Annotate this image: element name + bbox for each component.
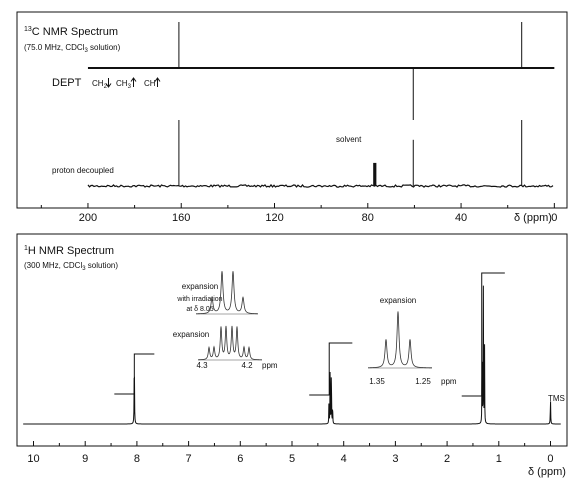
h1-subtitle-post: solution) [86,261,119,270]
dept-legend-ch3: CH3 [116,77,137,90]
dept-legend-ch-text: CH [144,79,156,88]
dept-legend-ch2-sub: 2 [104,84,108,90]
decoupled-baseline [87,183,554,189]
c13-title-sup: 13 [24,26,32,33]
c13-subtitle-pre: (75.0 MHz, CDCl [24,43,85,52]
solvent-annotation: solvent [336,135,362,144]
c13-subtitle: (75.0 MHz, CDCl3 solution) [24,43,121,54]
inset3-unit: ppm [441,377,457,386]
h1-tick-label-3: 3 [392,453,398,465]
h1-subtitle-pre: (300 MHz, CDCl [24,261,82,270]
h1-subtitle-sub: 3 [82,266,86,272]
integral-4.25 [309,342,353,396]
inset3-peaks [368,311,432,369]
inset1-trace [195,271,258,315]
c13-tick-label-40: 40 [455,212,467,224]
h1-tick-label-1: 1 [496,453,502,465]
inset2-tick-left: 4.3 [196,361,208,370]
inset2-unit: ppm [262,361,278,370]
decoupled-label: proton decoupled [52,166,114,175]
c13-tick-label-80: 80 [362,212,374,224]
arrow-up-icon [130,77,137,87]
dept-legend-ch3-sub: 3 [128,84,132,90]
h1-panel: 1H NMR Spectrum (300 MHz, CDCl3 solution… [16,233,568,478]
inset1-label: expansion [182,282,218,291]
tms-label: TMS [548,394,565,403]
h1-tick-label-4: 4 [341,453,347,465]
inset2-label: expansion [173,330,209,339]
c13-tick-label-120: 120 [265,212,283,224]
c13-x-label: δ (ppm) [514,212,552,224]
decoupled-spectrum [87,120,554,189]
h1-tick-label-0: 0 [547,453,553,465]
dept-legend-ch2-text: CH2 [92,79,108,90]
inset2-tick-right: 4.2 [241,361,253,370]
h1-trace [23,285,561,425]
inset1-sublabel-2: at δ 8.05 [186,306,213,313]
dept-legend-ch: CH [144,77,161,88]
inset3-label: expansion [380,296,416,305]
c13-subtitle-sub: 3 [84,48,88,54]
h1-title: 1H NMR Spectrum [24,245,114,257]
h1-tick-label-6: 6 [237,453,243,465]
h1-tick-label-2: 2 [444,453,450,465]
h1-tick-label-8: 8 [134,453,140,465]
h1-subtitle: (300 MHz, CDCl3 solution) [24,261,118,272]
dept-legend-ch3-text: CH3 [116,79,132,90]
h1-tick-label-9: 9 [82,453,88,465]
c13-tick-label-0: 0 [551,212,557,224]
h1-tick-label-7: 7 [186,453,192,465]
c13-tick-label-160: 160 [172,212,190,224]
h1-x-axis: 10 9 8 7 6 5 4 3 2 1 0 [20,441,566,465]
dept-legend-ch3-main: CH [116,79,128,88]
dept-label: DEPT [52,77,82,89]
h1-tick-label-10: 10 [27,453,39,465]
c13-title: 13C NMR Spectrum [24,26,118,38]
integral-1.30 [461,272,505,397]
c13-title-text: C NMR Spectrum [32,26,118,38]
inset1-peaks [195,271,258,315]
dept-legend-ch2: CH2 [92,78,112,90]
h1-title-sup: 1 [24,245,28,252]
inset3-tick-right: 1.25 [415,377,431,386]
c13-x-axis: 200 160 120 80 40 0 [30,203,557,224]
inset2-peaks [198,325,263,361]
inset1-sublabel-1: with irradiation [176,296,222,303]
inset3-tick-left: 1.35 [369,377,385,386]
arrow-up-icon [154,77,161,87]
dept-legend-ch2-main: CH [92,79,104,88]
integral-8.05 [114,353,155,395]
c13-frame [16,11,568,209]
dept-spectrum [87,22,555,120]
h1-x-label: δ (ppm) [528,466,566,478]
h1-tick-label-5: 5 [289,453,295,465]
c13-subtitle-post: solution) [88,43,121,52]
h1-spectrum [23,272,561,425]
arrow-down-icon [105,78,112,88]
c13-tick-label-200: 200 [79,212,97,224]
h1-title-text: H NMR Spectrum [28,245,114,257]
inset2-trace [198,325,263,361]
inset3-trace [368,311,432,369]
c13-panel: 13C NMR Spectrum (75.0 MHz, CDCl3 soluti… [16,11,568,224]
